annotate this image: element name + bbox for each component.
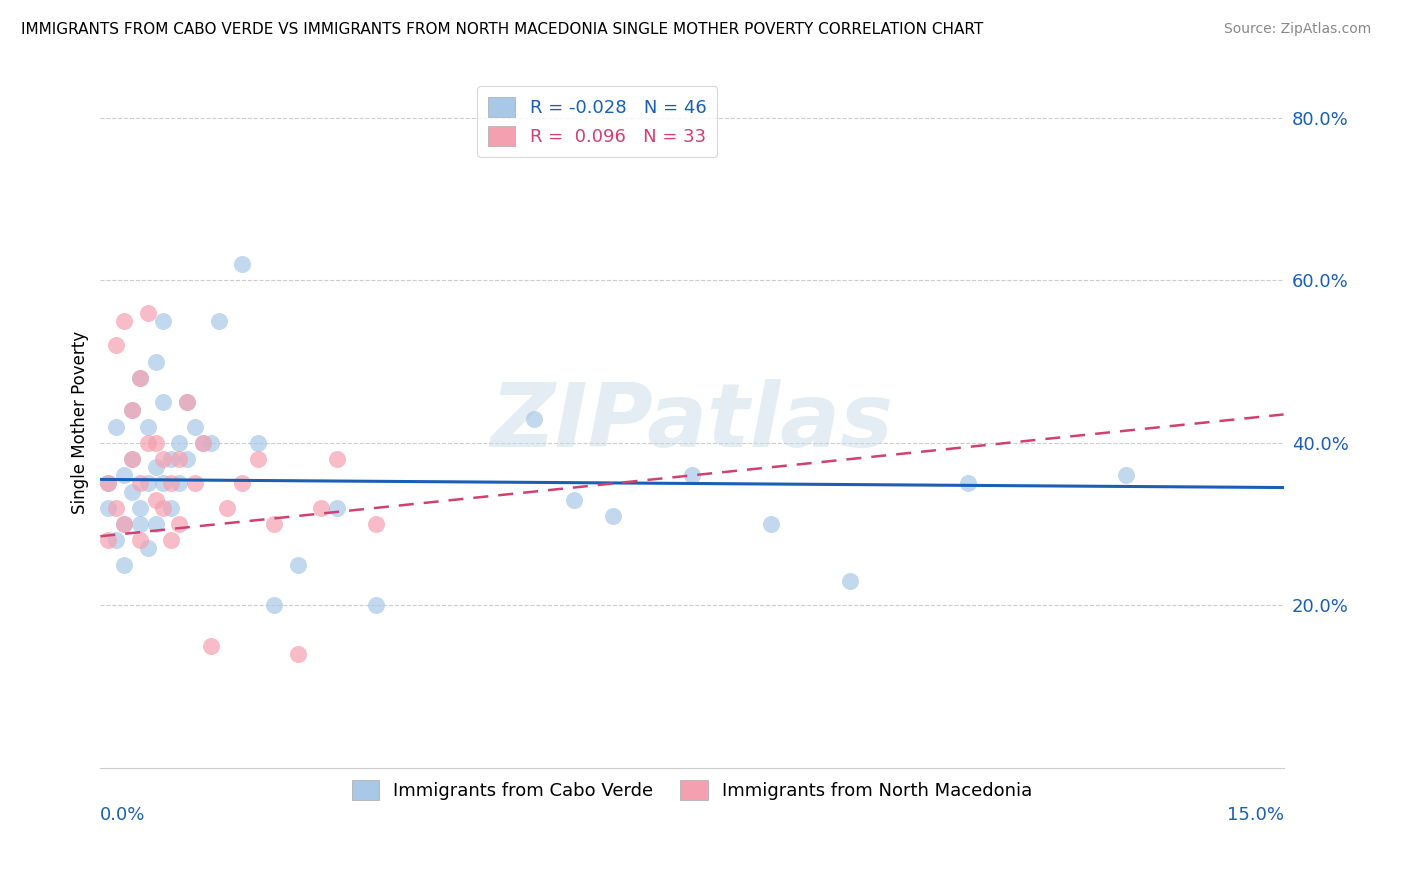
Point bbox=[263, 599, 285, 613]
Point bbox=[105, 500, 128, 515]
Point bbox=[145, 435, 167, 450]
Legend: Immigrants from Cabo Verde, Immigrants from North Macedonia: Immigrants from Cabo Verde, Immigrants f… bbox=[344, 772, 1039, 807]
Point bbox=[105, 533, 128, 548]
Point bbox=[191, 435, 214, 450]
Point bbox=[145, 354, 167, 368]
Point bbox=[167, 435, 190, 450]
Point bbox=[287, 647, 309, 661]
Point bbox=[145, 517, 167, 532]
Point bbox=[957, 476, 980, 491]
Point bbox=[523, 411, 546, 425]
Point bbox=[128, 533, 150, 548]
Point bbox=[184, 476, 207, 491]
Point bbox=[167, 452, 190, 467]
Point bbox=[112, 314, 135, 328]
Point bbox=[128, 500, 150, 515]
Point bbox=[121, 403, 143, 417]
Point bbox=[263, 517, 285, 532]
Point bbox=[121, 452, 143, 467]
Point bbox=[97, 476, 120, 491]
Point bbox=[208, 314, 231, 328]
Point bbox=[145, 460, 167, 475]
Point bbox=[160, 533, 183, 548]
Point bbox=[1115, 468, 1137, 483]
Point bbox=[602, 508, 624, 523]
Point bbox=[200, 435, 222, 450]
Point bbox=[152, 500, 174, 515]
Y-axis label: Single Mother Poverty: Single Mother Poverty bbox=[72, 331, 89, 514]
Point bbox=[136, 541, 159, 556]
Point bbox=[128, 371, 150, 385]
Point bbox=[152, 476, 174, 491]
Point bbox=[97, 533, 120, 548]
Point bbox=[200, 639, 222, 653]
Point bbox=[97, 476, 120, 491]
Point bbox=[167, 476, 190, 491]
Text: IMMIGRANTS FROM CABO VERDE VS IMMIGRANTS FROM NORTH MACEDONIA SINGLE MOTHER POVE: IMMIGRANTS FROM CABO VERDE VS IMMIGRANTS… bbox=[21, 22, 983, 37]
Point bbox=[247, 435, 270, 450]
Point bbox=[366, 599, 388, 613]
Point bbox=[136, 306, 159, 320]
Point bbox=[562, 492, 585, 507]
Point bbox=[215, 500, 238, 515]
Point bbox=[105, 419, 128, 434]
Point bbox=[105, 338, 128, 352]
Point bbox=[326, 500, 349, 515]
Point bbox=[145, 492, 167, 507]
Point bbox=[136, 435, 159, 450]
Text: 15.0%: 15.0% bbox=[1226, 805, 1284, 823]
Point bbox=[112, 468, 135, 483]
Point bbox=[838, 574, 860, 588]
Point bbox=[152, 395, 174, 409]
Point bbox=[160, 476, 183, 491]
Point bbox=[136, 476, 159, 491]
Point bbox=[231, 476, 253, 491]
Point bbox=[176, 395, 198, 409]
Point bbox=[128, 476, 150, 491]
Point bbox=[152, 452, 174, 467]
Point bbox=[160, 452, 183, 467]
Point bbox=[287, 558, 309, 572]
Text: Source: ZipAtlas.com: Source: ZipAtlas.com bbox=[1223, 22, 1371, 37]
Point bbox=[121, 484, 143, 499]
Point bbox=[121, 452, 143, 467]
Point bbox=[326, 452, 349, 467]
Point bbox=[167, 517, 190, 532]
Point bbox=[309, 500, 332, 515]
Point bbox=[128, 371, 150, 385]
Point bbox=[112, 558, 135, 572]
Point bbox=[759, 517, 782, 532]
Point bbox=[366, 517, 388, 532]
Point bbox=[97, 500, 120, 515]
Point bbox=[121, 403, 143, 417]
Point bbox=[136, 419, 159, 434]
Text: 0.0%: 0.0% bbox=[100, 805, 146, 823]
Point bbox=[176, 395, 198, 409]
Point bbox=[112, 517, 135, 532]
Point bbox=[247, 452, 270, 467]
Point bbox=[112, 517, 135, 532]
Text: ZIPatlas: ZIPatlas bbox=[491, 379, 893, 467]
Point bbox=[231, 257, 253, 271]
Point bbox=[681, 468, 703, 483]
Point bbox=[176, 452, 198, 467]
Point bbox=[191, 435, 214, 450]
Point bbox=[152, 314, 174, 328]
Point bbox=[128, 517, 150, 532]
Point bbox=[160, 500, 183, 515]
Point bbox=[184, 419, 207, 434]
